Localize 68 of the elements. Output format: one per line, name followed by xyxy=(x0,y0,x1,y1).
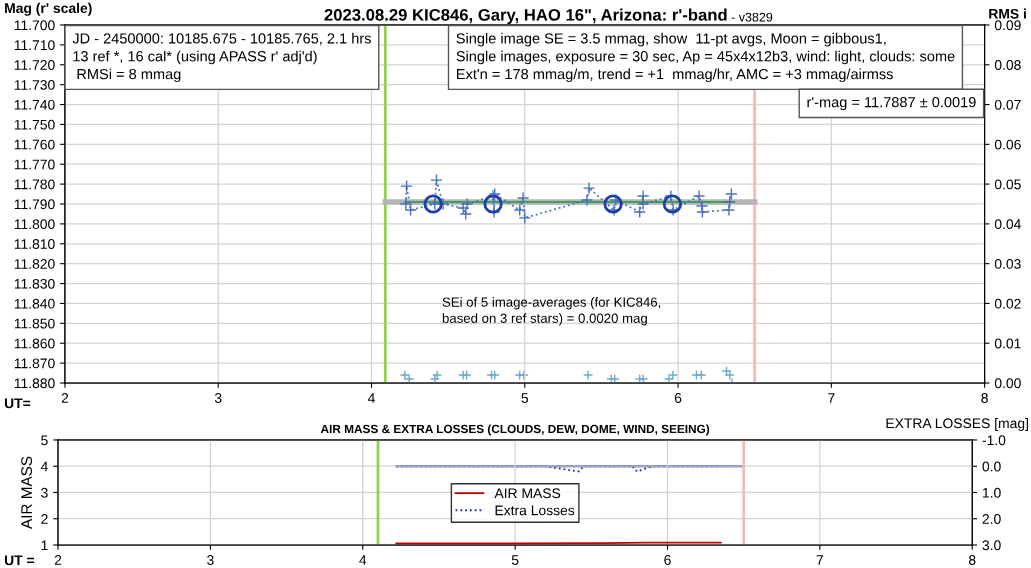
y-tick-label: 11.720 xyxy=(14,60,55,70)
y-tick-label: 11.810 xyxy=(14,239,55,249)
x-tick-label: 4 xyxy=(367,393,375,403)
y2-tick-label: 0.09 xyxy=(994,20,1021,31)
annotation: r'-mag = 11.7887 ± 0.0019 xyxy=(807,96,976,111)
x-tick-label: 6 xyxy=(674,393,682,403)
y2-axis-title: RMS i xyxy=(989,8,1026,19)
x-axis-title: UT= xyxy=(4,398,31,409)
y2-tick-label: 3.0 xyxy=(982,540,1001,551)
y-tick-label: 11.830 xyxy=(14,278,55,289)
y-tick-label: 11.820 xyxy=(14,259,55,269)
y2-tick-label: -1.0 xyxy=(982,435,1006,446)
y-tick-label: 1 xyxy=(41,540,48,551)
x-tick-label: 2 xyxy=(54,555,62,565)
legend-label: Extra Losses xyxy=(495,505,575,516)
x-tick-label: 2 xyxy=(61,393,69,403)
annotation: Single image SE = 3.5 mmag, show 11-pt avgs, Moon = gibbous1, Single images, exposure = 30 sec, Ap = 45x4x12b3, wind: light, clouds: some Ext'n = 178 mmag/m, trend = +1 mmag/hr, AMC = +3 mmag/airmss xyxy=(456,32,955,83)
x-tick-label: 7 xyxy=(828,393,835,403)
y-tick-label: 11.850 xyxy=(14,318,55,329)
x-tick-label: 8 xyxy=(968,555,976,565)
x-tick-label: 3 xyxy=(207,555,214,565)
x-tick-label: 5 xyxy=(511,555,519,565)
legend-label: AIR MASS xyxy=(494,488,561,499)
x-tick-label: 5 xyxy=(521,393,529,403)
chart-subtitle: - v3829 xyxy=(731,12,773,22)
y2-tick-label: 0.03 xyxy=(994,259,1021,269)
y-tick-label: 11.700 xyxy=(14,20,55,31)
y-tick-label: 11.880 xyxy=(14,378,55,389)
y-axis-title: Mag (r' scale) xyxy=(5,2,92,16)
y-tick-label: 5 xyxy=(41,435,48,446)
y2-tick-label: 0.02 xyxy=(994,298,1021,309)
y2-tick-label: 0.08 xyxy=(994,60,1021,70)
y2-tick-label: 0.05 xyxy=(994,179,1021,190)
y-tick-label: 11.870 xyxy=(14,358,55,369)
x-tick-label: 4 xyxy=(359,555,367,565)
x-tick-label: 3 xyxy=(214,393,222,403)
y-tick-label: 11.780 xyxy=(14,179,55,190)
y-tick-label: 2 xyxy=(41,514,48,524)
annotation: JD - 2450000: 10185.675 - 10185.765, 2.1 hrs 13 ref *, 16 cal* (using APASS r' adj'd) RMSi = 8 mmag xyxy=(72,32,371,83)
chart-title: 2023.08.29 KIC846, Gary, HAO 16", Arizona: r'-band xyxy=(324,8,727,25)
y2-tick-label: 0.0 xyxy=(982,461,1001,472)
x-axis-title: UT = xyxy=(4,555,35,566)
y2-axis-title: EXTRA LOSSES [mag] xyxy=(886,418,1028,431)
y-tick-label: 11.860 xyxy=(14,338,55,349)
y-tick-label: 3 xyxy=(41,487,48,498)
y-tick-label: 11.730 xyxy=(14,79,55,90)
y2-tick-label: 0.04 xyxy=(994,219,1021,230)
y-tick-label: 11.760 xyxy=(14,139,55,150)
x-tick-label: 8 xyxy=(981,393,988,403)
y-tick-label: 4 xyxy=(40,461,48,472)
y2-tick-label: 2.0 xyxy=(982,514,1001,524)
y2-tick-label: 0.00 xyxy=(994,378,1021,389)
y-tick-label: 11.790 xyxy=(14,199,55,210)
y-tick-label: 11.770 xyxy=(14,159,55,170)
y-tick-label: 11.740 xyxy=(14,99,55,110)
y-axis-title: AIR MASS xyxy=(21,456,33,529)
y-tick-label: 11.800 xyxy=(14,219,55,230)
y2-tick-label: 0.06 xyxy=(994,139,1021,150)
annotation: SEi of 5 image-averages (for KIC846, based on 3 ref stars) = 0.0020 mag xyxy=(442,297,661,326)
y2-tick-label: 0.01 xyxy=(994,338,1021,349)
y2-tick-label: 1.0 xyxy=(983,487,1001,498)
y2-tick-label: 0.07 xyxy=(994,99,1021,110)
x-tick-label: 7 xyxy=(816,555,824,565)
x-tick-label: 6 xyxy=(664,555,671,565)
y-tick-label: 11.840 xyxy=(14,298,55,309)
chart-title: AIR MASS & EXTRA LOSSES (CLOUDS, DEW, DOME, WIND, SEEING) xyxy=(320,424,710,436)
y-tick-label: 11.750 xyxy=(14,119,55,130)
y-tick-label: 11.710 xyxy=(14,40,55,51)
